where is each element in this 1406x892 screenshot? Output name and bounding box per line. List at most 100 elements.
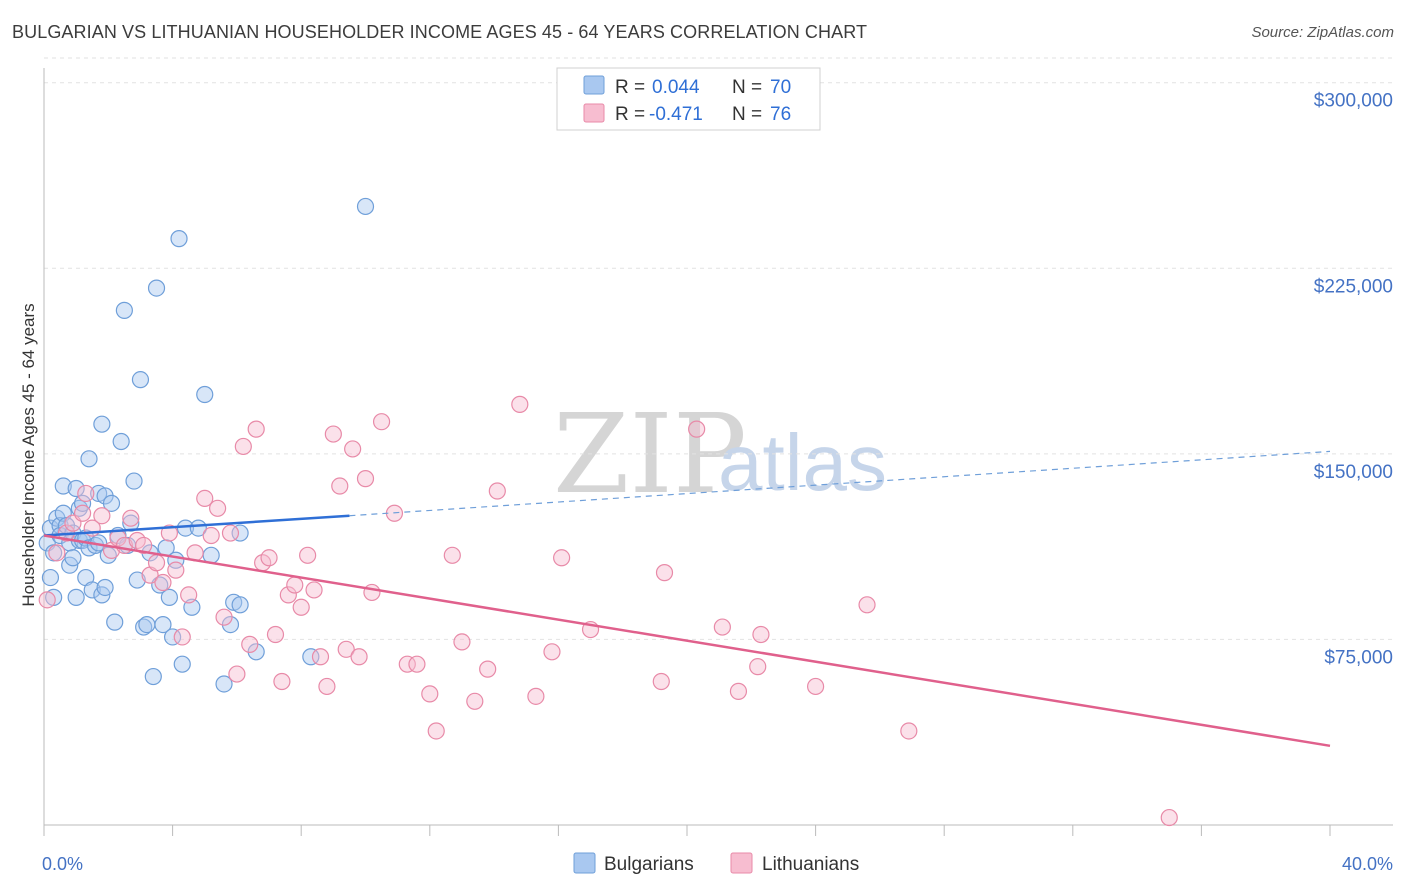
legend-r-label: R = [615, 104, 645, 125]
data-point [147, 554, 166, 572]
data-point [73, 504, 92, 522]
data-point [83, 581, 101, 599]
legend-r-value: -0.471 [649, 104, 703, 125]
data-point [80, 450, 98, 468]
data-point [135, 618, 153, 636]
y-tick-label: $225,000 [1314, 276, 1393, 297]
data-point [215, 608, 233, 626]
data-point [286, 576, 304, 594]
data-point [180, 586, 198, 604]
data-point [427, 722, 445, 740]
data-point [122, 509, 140, 527]
data-point [266, 625, 285, 644]
data-point [318, 677, 336, 696]
y-axis-label: Householder Income Ages 45 - 64 years [19, 303, 38, 606]
data-point [154, 615, 172, 634]
data-point [372, 413, 391, 431]
data-point [511, 395, 529, 413]
data-point [96, 578, 114, 597]
data-point [228, 665, 246, 683]
data-point [408, 655, 426, 673]
data-point [302, 648, 320, 666]
data-point [93, 415, 111, 433]
data-point [173, 655, 191, 673]
data-point [299, 546, 317, 564]
legend-swatch-bulgarians [583, 75, 605, 95]
data-point [234, 437, 252, 456]
data-point [453, 633, 471, 651]
data-point [144, 667, 162, 686]
data-point [488, 482, 506, 500]
data-point [154, 573, 172, 592]
data-point [421, 685, 439, 703]
data-point [543, 643, 561, 661]
data-point [160, 588, 178, 606]
data-point [479, 660, 497, 678]
y-tick-labels: $75,000 $150,000 $225,000 $300,000 [1314, 91, 1393, 669]
data-point [164, 628, 182, 646]
data-point [70, 499, 88, 517]
x-tick-label-max: 40.0% [1342, 854, 1393, 874]
data-point [221, 524, 240, 542]
data-point [131, 371, 150, 389]
legend-n-label: N = [732, 104, 762, 125]
chart-title: BULGARIAN VS LITHUANIAN HOUSEHOLDER INCO… [12, 22, 868, 42]
legend: R = 0.044 N = 70 R = -0.471 N = 76 [556, 67, 821, 131]
data-point [147, 279, 166, 297]
y-tick-label: $300,000 [1314, 91, 1393, 112]
trend-line-bulgarians [43, 514, 350, 537]
legend-n-label: N = [732, 77, 762, 98]
data-point [858, 596, 876, 614]
data-point [752, 625, 770, 644]
data-point [655, 564, 674, 582]
data-point [273, 672, 291, 691]
bottom-legend-label-lithuanians: Lithuanians [762, 854, 859, 875]
y-tick-label: $150,000 [1314, 462, 1393, 483]
data-point [209, 499, 227, 517]
data-point [41, 568, 60, 587]
data-point [356, 197, 375, 216]
data-point [125, 472, 143, 490]
data-point [202, 526, 220, 545]
series-bulgarians-points [38, 197, 375, 693]
x-tick-label-min: 0.0% [42, 854, 83, 874]
data-point [279, 586, 297, 604]
bottom-legend-swatch-bulgarians [573, 852, 596, 874]
trend-line-lithuanians [43, 534, 1331, 748]
data-point [167, 561, 185, 579]
data-point [196, 489, 214, 508]
data-point [54, 477, 72, 495]
data-point [160, 524, 178, 542]
data-point [77, 484, 95, 503]
data-point [713, 618, 731, 636]
data-point [337, 640, 355, 658]
bottom-legend-label-bulgarians: Bulgarians [604, 854, 694, 875]
y-tick-label: $75,000 [1324, 647, 1393, 668]
data-point [344, 440, 362, 458]
grid-lines [44, 57, 1393, 640]
legend-r-value: 0.044 [652, 77, 700, 98]
legend-n-value: 76 [770, 104, 791, 125]
trend-lines [43, 450, 1331, 748]
bottom-legend-swatch-lithuanians [730, 852, 753, 874]
data-point [73, 494, 92, 512]
legend-swatch-lithuanians [583, 103, 605, 123]
bottom-legend: Bulgarians Lithuanians [573, 852, 859, 875]
watermark-zip: ZIP [553, 390, 747, 518]
legend-n-value: 70 [770, 77, 791, 98]
data-point [292, 598, 310, 616]
data-point [241, 635, 259, 653]
trend-line-bulgarians-extension [349, 450, 1331, 517]
data-point [749, 658, 767, 676]
data-point [324, 425, 342, 443]
data-point [331, 477, 349, 495]
data-point [128, 571, 146, 589]
data-point [64, 549, 82, 567]
watermark-atlas: atlas [718, 418, 887, 507]
data-point [260, 549, 278, 567]
data-point [466, 692, 484, 710]
data-point [215, 675, 233, 693]
data-point [363, 583, 381, 602]
data-point [67, 479, 85, 498]
